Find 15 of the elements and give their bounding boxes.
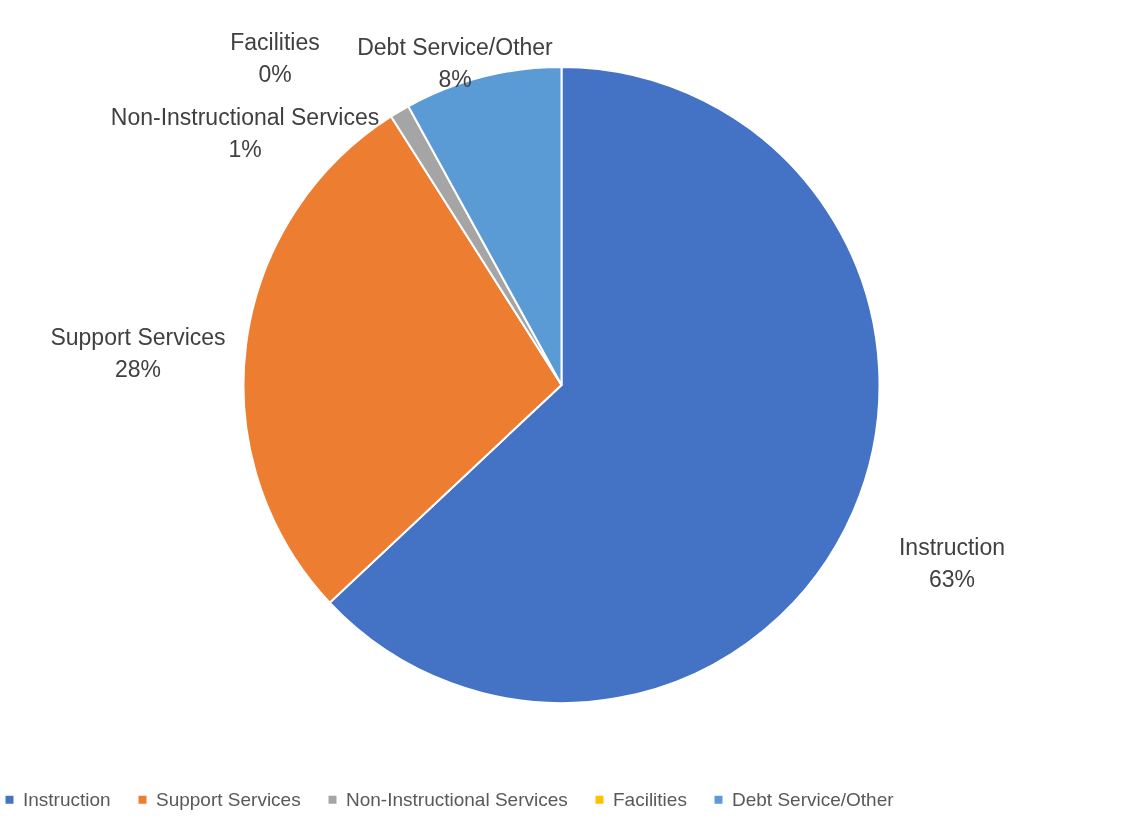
legend-label: Debt Service/Other [732,788,895,810]
data-label: 28% [114,356,162,382]
data-label: 63% [928,566,976,592]
legend-label: Non-Instructional Services [346,788,568,810]
text: 0% [258,61,292,87]
data-label: 1% [228,136,262,162]
slice-label: Non-Instructional Services [110,104,380,130]
legend-label: Instruction [23,788,111,810]
slice-label: Debt Service/Other [357,34,554,60]
legend-label: Support Services [156,788,301,810]
category-label: Facilities [230,29,320,55]
slice-label: Instruction [898,534,1006,560]
legend-label: Facilities [613,788,687,810]
slice-label: Support Services [50,324,226,350]
data-label: 8% [438,66,472,92]
